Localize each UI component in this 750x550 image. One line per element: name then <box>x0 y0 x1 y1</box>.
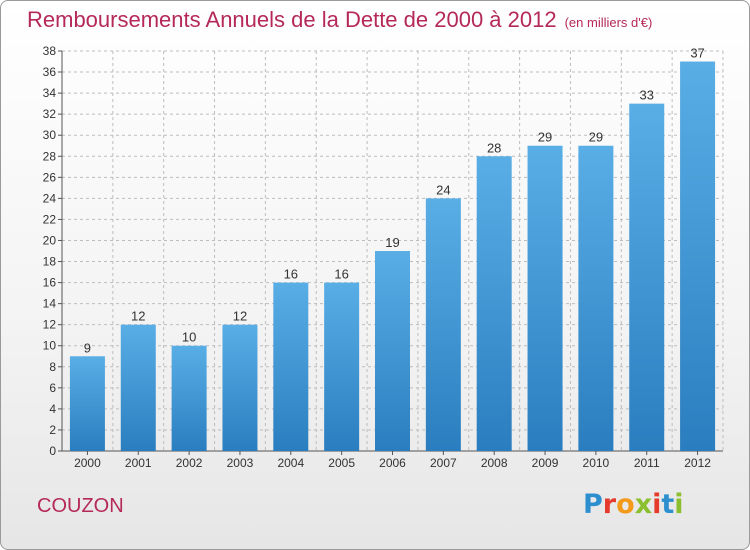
y-tick-label: 16 <box>43 276 57 290</box>
y-tick-label: 36 <box>43 65 57 79</box>
y-tick-label: 32 <box>43 107 57 121</box>
y-tick-label: 20 <box>43 233 57 247</box>
data-label: 24 <box>436 182 450 197</box>
x-tick-label: 2004 <box>277 456 304 470</box>
y-tick-label: 34 <box>43 86 57 100</box>
y-tick-label: 24 <box>43 191 57 205</box>
x-tick-label: 2012 <box>684 456 711 470</box>
x-tick-label: 2006 <box>379 456 406 470</box>
x-tick-label: 2000 <box>74 456 101 470</box>
bar <box>375 251 410 451</box>
y-tick-label: 38 <box>43 44 57 58</box>
y-tick-label: 22 <box>43 212 57 226</box>
bar <box>273 282 309 451</box>
proxiti-logo: Proxiti <box>583 489 684 520</box>
data-label: 12 <box>233 309 247 324</box>
bar <box>680 61 716 452</box>
place-name: COUZON <box>37 495 124 517</box>
data-label: 29 <box>589 130 603 145</box>
data-label: 16 <box>284 267 298 282</box>
bar <box>578 145 614 451</box>
x-tick-label: 2009 <box>532 456 559 470</box>
x-tick-label: 2003 <box>227 456 254 470</box>
y-tick-label: 28 <box>43 149 57 163</box>
logo-letter: i <box>652 489 662 520</box>
bar <box>120 324 156 451</box>
bar <box>476 156 512 451</box>
logo-letter: i <box>674 489 684 520</box>
x-tick-label: 2002 <box>176 456 203 470</box>
chart-title-text: Remboursements Annuels de la Dette de 20… <box>27 7 557 32</box>
y-tick-label: 4 <box>49 402 56 416</box>
chart-subtitle: (en milliers d'€) <box>564 15 653 30</box>
data-label: 19 <box>385 235 399 250</box>
bar <box>629 103 665 451</box>
y-tick-label: 2 <box>49 423 56 437</box>
data-label: 37 <box>690 46 704 61</box>
bar <box>324 282 360 451</box>
data-label: 12 <box>131 309 145 324</box>
x-tick-label: 2008 <box>481 456 508 470</box>
bar <box>69 356 105 451</box>
data-labels: 9 12 10 12 16 16 19 24 28 29 29 33 37 <box>84 46 705 356</box>
y-tick-label: 10 <box>43 339 57 353</box>
logo-letter: r <box>602 489 617 520</box>
data-label: 28 <box>487 140 501 155</box>
y-tick-label: 30 <box>43 128 57 142</box>
bar <box>222 324 258 451</box>
y-tick-label: 14 <box>43 297 57 311</box>
x-tick-label: 2007 <box>430 456 457 470</box>
data-label: 16 <box>334 267 348 282</box>
y-tick-label: 18 <box>43 255 57 269</box>
y-tick-label: 8 <box>49 360 56 374</box>
x-tick-label: 2010 <box>583 456 610 470</box>
data-label: 29 <box>538 130 552 145</box>
x-tick-label: 2005 <box>328 456 355 470</box>
data-label: 33 <box>639 88 653 103</box>
bar <box>171 345 207 451</box>
chart-title: Remboursements Annuels de la Dette de 20… <box>27 7 652 33</box>
logo-letter: x <box>634 489 653 520</box>
logo-letter: o <box>616 489 635 520</box>
x-tick-label: 2001 <box>125 456 152 470</box>
y-tick-label: 12 <box>43 318 57 332</box>
logo-letter: P <box>583 489 603 520</box>
bar <box>425 198 461 451</box>
y-tick-label: 0 <box>49 444 56 458</box>
bars <box>69 61 716 452</box>
bar <box>527 145 563 451</box>
logo-letter: t <box>661 489 675 520</box>
data-label: 10 <box>182 330 196 345</box>
y-tick-label: 6 <box>49 381 56 395</box>
data-label: 9 <box>84 340 91 355</box>
x-tick-label: 2011 <box>634 456 660 470</box>
y-tick-label: 26 <box>43 170 57 184</box>
